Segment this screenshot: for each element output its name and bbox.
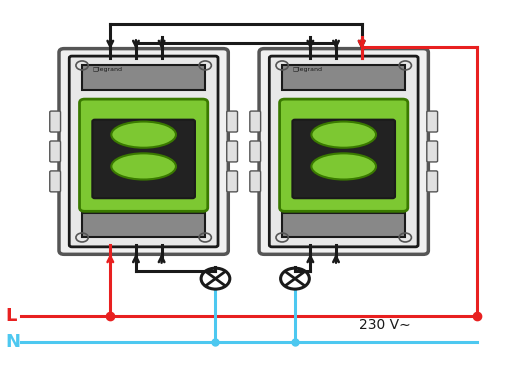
Ellipse shape xyxy=(111,153,176,180)
FancyBboxPatch shape xyxy=(50,111,61,132)
FancyBboxPatch shape xyxy=(227,171,238,192)
Bar xyxy=(282,65,405,90)
FancyBboxPatch shape xyxy=(259,49,428,254)
Ellipse shape xyxy=(111,122,176,148)
Ellipse shape xyxy=(311,122,376,148)
FancyBboxPatch shape xyxy=(250,141,261,162)
Bar xyxy=(82,65,205,90)
FancyBboxPatch shape xyxy=(80,99,208,211)
FancyBboxPatch shape xyxy=(92,120,195,198)
FancyBboxPatch shape xyxy=(69,56,218,247)
FancyBboxPatch shape xyxy=(269,56,418,247)
Ellipse shape xyxy=(311,153,376,180)
FancyBboxPatch shape xyxy=(50,141,61,162)
FancyBboxPatch shape xyxy=(427,111,438,132)
FancyBboxPatch shape xyxy=(250,171,261,192)
FancyBboxPatch shape xyxy=(292,120,395,198)
FancyBboxPatch shape xyxy=(50,171,61,192)
Text: □legrand: □legrand xyxy=(92,67,122,72)
FancyBboxPatch shape xyxy=(59,49,228,254)
FancyBboxPatch shape xyxy=(250,111,261,132)
FancyBboxPatch shape xyxy=(280,99,408,211)
FancyBboxPatch shape xyxy=(427,171,438,192)
Text: N: N xyxy=(5,333,20,351)
Text: □legrand: □legrand xyxy=(292,67,322,72)
FancyBboxPatch shape xyxy=(227,141,238,162)
Text: 230 V∼: 230 V∼ xyxy=(359,318,411,332)
Text: L: L xyxy=(5,307,16,325)
FancyBboxPatch shape xyxy=(427,141,438,162)
Bar xyxy=(282,213,405,237)
FancyBboxPatch shape xyxy=(227,111,238,132)
Bar xyxy=(82,213,205,237)
